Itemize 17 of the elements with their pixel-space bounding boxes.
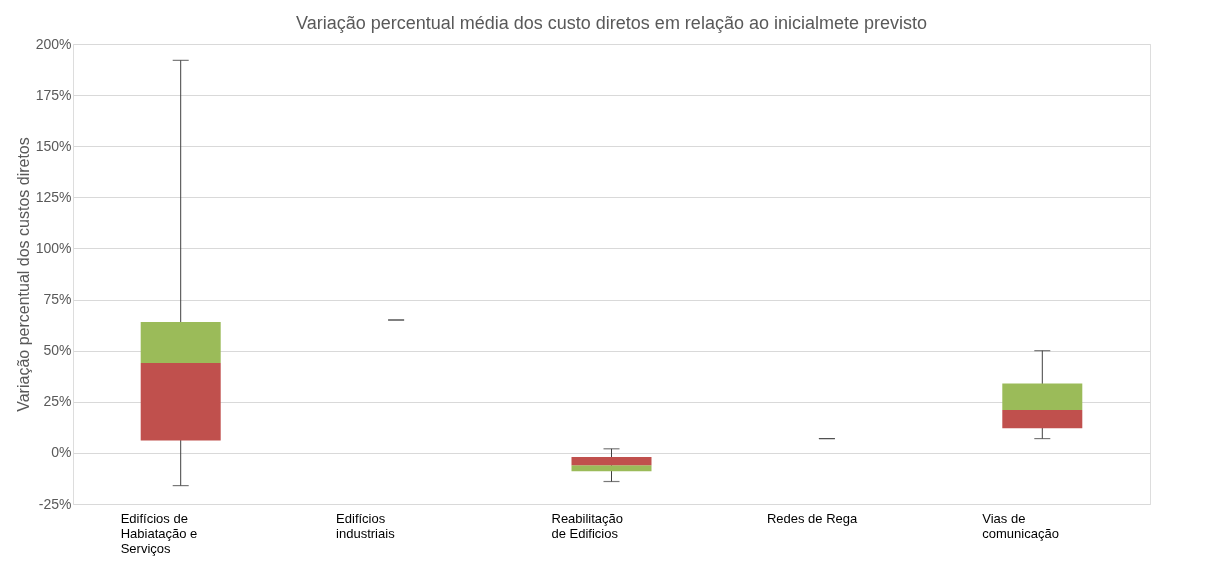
x-tick-label: Edifícios de Habiatação e Serviços	[120, 510, 198, 556]
y-tick-label: -25%	[38, 495, 72, 512]
y-axis-title: Variação percentual dos custos diretos	[14, 137, 32, 412]
y-tick-label: 150%	[35, 137, 72, 154]
x-tick-label: Redes de Rega	[766, 510, 859, 526]
y-tick-label: 175%	[35, 86, 72, 103]
y-tick-label: 200%	[35, 35, 72, 52]
chart-title: Variação percentual média dos custo diretos em relação ao inicialmete previsto	[296, 13, 927, 33]
y-tick-label: 75%	[43, 291, 72, 308]
y-tick-label: 25%	[43, 393, 72, 410]
y-tick-label: 50%	[43, 342, 72, 359]
x-tick-label: Edifícios industriais	[336, 510, 396, 541]
x-tick-label: Reabilitação de Edificios	[551, 510, 624, 541]
y-tick-label: 125%	[35, 188, 72, 205]
y-tick-label: 0%	[51, 444, 72, 461]
x-tick-label: Vias de comunicação	[982, 510, 1059, 541]
y-tick-label: 100%	[35, 239, 72, 256]
